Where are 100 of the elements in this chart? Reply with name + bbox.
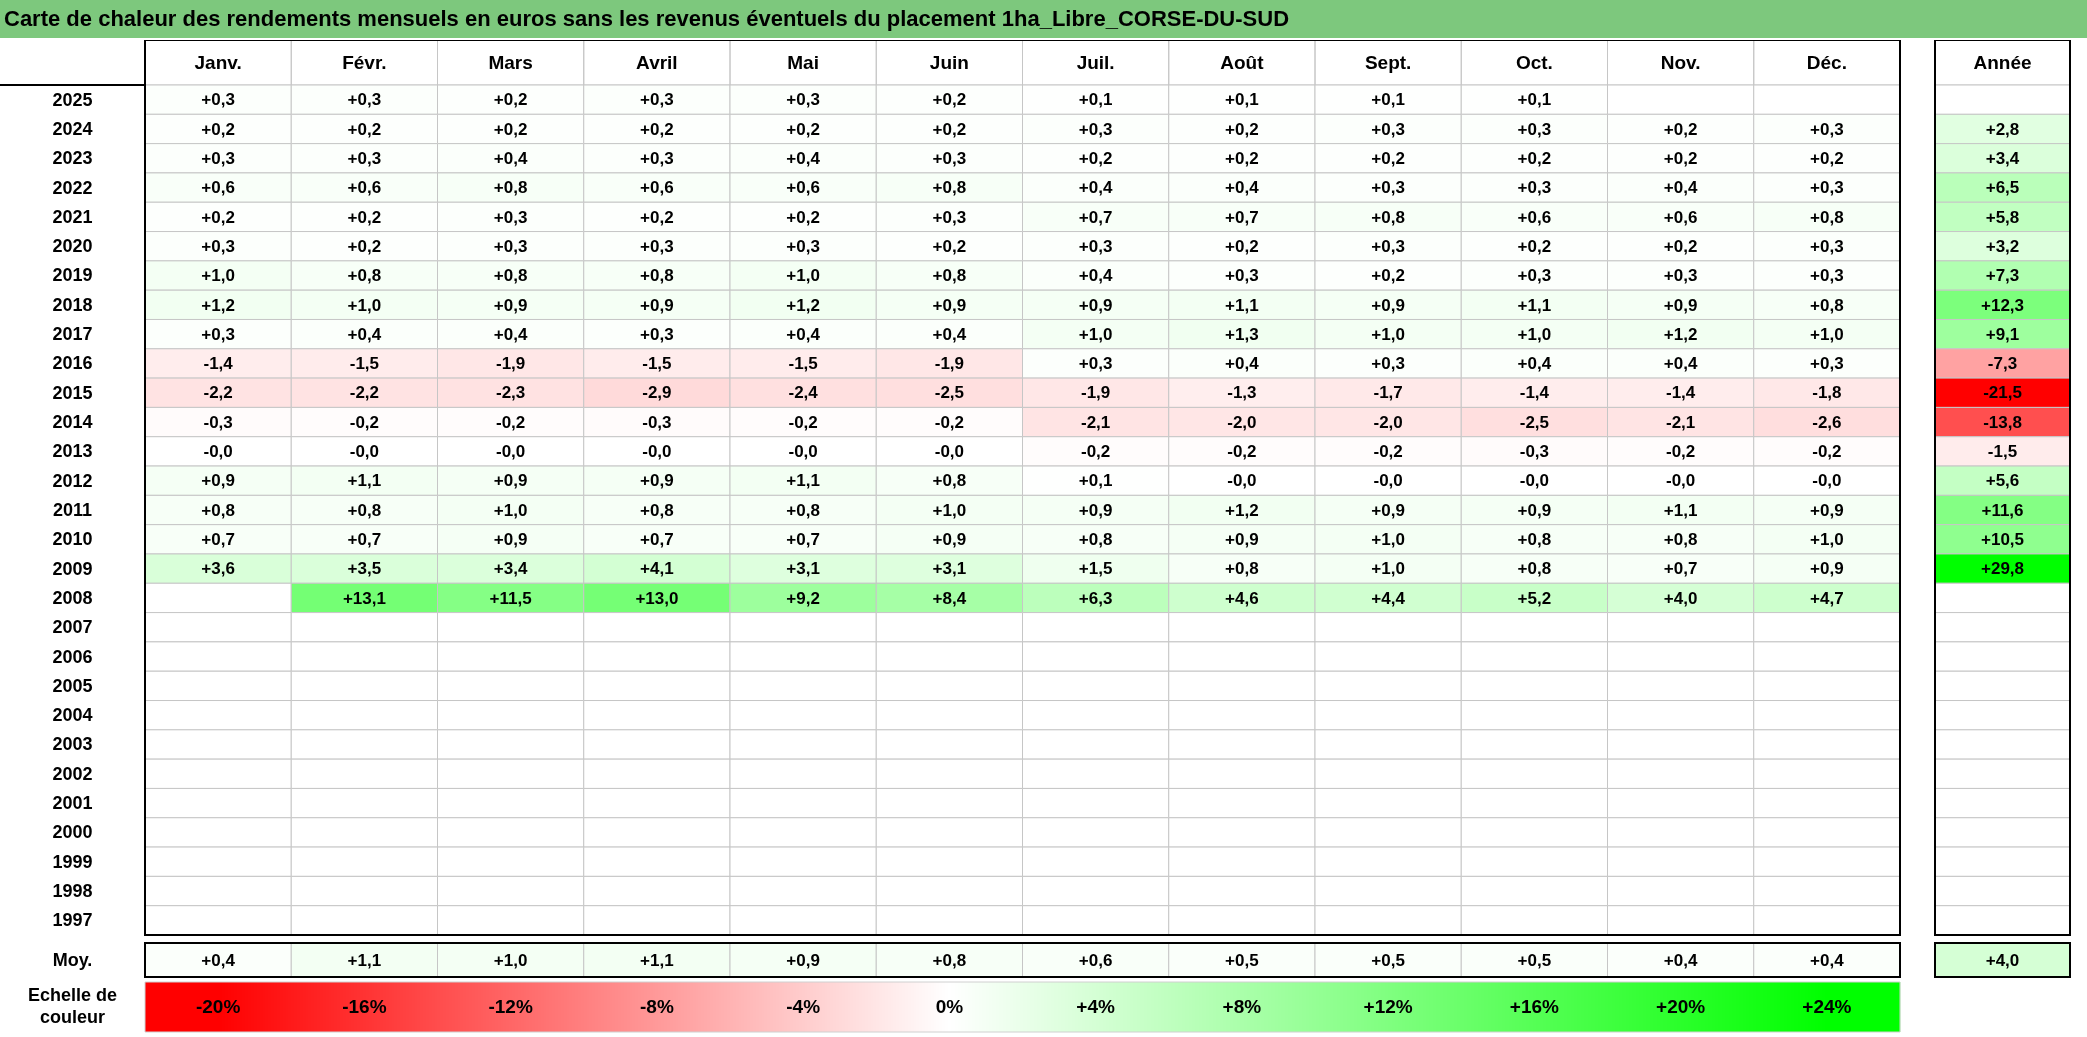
data-label: +0,8 — [493, 178, 528, 198]
data-label: +0,5 — [1371, 950, 1405, 970]
x-tick-label: Nov. — [1660, 51, 1701, 73]
data-label: +0,9 — [1663, 295, 1698, 315]
data-label: +0,3 — [201, 90, 235, 110]
color-bar-label: -4% — [786, 996, 821, 1018]
data-label: +0,2 — [1517, 148, 1552, 168]
data-label: +1,1 — [1517, 295, 1552, 315]
data-label: +3,2 — [1985, 236, 2020, 256]
data-label: +0,8 — [932, 471, 967, 491]
x-tick-label: Mai — [787, 51, 819, 73]
data-label: -0,2 — [788, 412, 818, 432]
data-label: +1,0 — [347, 295, 382, 315]
data-label: -1,4 — [1665, 383, 1696, 403]
y-tick-label: 2013 — [52, 441, 93, 462]
data-label: +0,9 — [932, 530, 967, 549]
data-label: -1,4 — [1519, 383, 1550, 403]
y-tick-label: 2012 — [52, 470, 93, 491]
data-label: +0,3 — [640, 324, 674, 344]
data-label: -0,2 — [1812, 442, 1842, 462]
data-label: +0,7 — [1225, 207, 1259, 227]
data-label: +0,4 — [347, 324, 382, 344]
y-tick-label: 2019 — [52, 265, 93, 286]
data-label: +0,8 — [932, 266, 967, 286]
data-label: +0,4 — [1810, 950, 1845, 970]
data-label: -2,0 — [1373, 412, 1403, 432]
data-label: +0,9 — [932, 295, 967, 315]
data-label: -0,2 — [1080, 442, 1111, 462]
color-bar-title: Echelle de couleur — [27, 984, 118, 1027]
data-label: +1,1 — [347, 471, 382, 491]
data-label: -1,5 — [642, 354, 672, 374]
data-label: +0,9 — [493, 530, 528, 549]
data-label: +0,8 — [1810, 295, 1844, 315]
color-bar-label: +16% — [1509, 996, 1560, 1018]
data-label: +0,1 — [1078, 471, 1113, 491]
y-tick-label: 2009 — [52, 558, 93, 579]
color-bar-label: 0% — [935, 996, 964, 1018]
data-label: +4,0 — [1985, 950, 2020, 970]
data-label: +0,7 — [1078, 207, 1113, 227]
y-tick-label: 2023 — [52, 148, 93, 169]
data-label: +0,3 — [1225, 266, 1259, 286]
data-label: +1,1 — [786, 471, 820, 491]
data-label: -2,1 — [1080, 412, 1111, 432]
data-label: +0,6 — [1663, 207, 1698, 227]
data-label: +0,3 — [1517, 119, 1552, 139]
data-label: -0,2 — [1373, 442, 1403, 462]
x-tick-label: Juin — [929, 51, 969, 73]
data-label: +0,4 — [201, 950, 236, 970]
data-label: +0,2 — [932, 236, 967, 256]
data-label: +0,3 — [1078, 119, 1113, 139]
data-label: +0,1 — [1371, 90, 1405, 110]
data-label: +0,7 — [347, 530, 382, 549]
data-label: +0,8 — [786, 500, 820, 520]
data-label: +0,6 — [786, 178, 820, 198]
data-label: -7,3 — [1987, 354, 2018, 374]
data-label: +0,4 — [932, 324, 967, 344]
data-label: +0,9 — [1078, 500, 1113, 520]
data-label: +1,0 — [1371, 530, 1405, 549]
data-label: +0,8 — [932, 950, 967, 970]
data-label: +0,8 — [201, 500, 235, 520]
data-label: +0,9 — [640, 471, 674, 491]
data-label: -1,9 — [1080, 383, 1111, 403]
data-label: -2,0 — [1227, 412, 1257, 432]
y-tick-label: 1998 — [52, 881, 93, 901]
data-label: +1,2 — [1225, 500, 1259, 520]
y-tick-label: 2003 — [52, 734, 93, 755]
x-tick-label: Sept. — [1364, 51, 1412, 73]
data-label: +0,3 — [640, 90, 674, 110]
data-label: +1,0 — [493, 500, 528, 520]
y-tick-label: 1999 — [52, 851, 93, 872]
y-tick-label: 2022 — [52, 177, 93, 198]
x-tick-label: Avril — [636, 51, 678, 73]
data-label: -2,9 — [642, 383, 672, 403]
data-label: -0,0 — [934, 442, 965, 462]
data-label: +0,6 — [1517, 207, 1552, 227]
y-tick-label: 2008 — [52, 587, 93, 608]
color-bar-label: -12% — [488, 996, 533, 1018]
y-tick-label: 2001 — [52, 793, 93, 814]
data-label: -1,4 — [203, 354, 234, 374]
chart-title: Carte de chaleur des rendements mensuels en euros sans les revenus éventuels du placement 1ha_Libre_CORSE-DU-SUD — [0, 0, 2087, 38]
data-label: +0,3 — [493, 207, 528, 227]
color-bar-label: +12% — [1363, 996, 1413, 1018]
data-label: +4,0 — [1663, 588, 1698, 608]
data-label: +0,2 — [1225, 148, 1259, 168]
data-label: +0,9 — [1225, 530, 1259, 549]
data-label: +1,5 — [1078, 559, 1113, 579]
data-label: +0,3 — [1371, 354, 1405, 374]
data-label: -0,0 — [349, 442, 380, 462]
data-label: +0,2 — [786, 119, 820, 139]
data-label: -0,2 — [1227, 442, 1257, 462]
data-label: +0,2 — [347, 119, 382, 139]
data-label: +0,9 — [640, 295, 674, 315]
data-label: +13,0 — [635, 588, 679, 608]
data-label: -1,5 — [1987, 442, 2018, 462]
color-bar-label: -20% — [195, 996, 241, 1018]
data-label: +0,7 — [640, 530, 674, 549]
data-label: -0,0 — [203, 442, 233, 462]
data-label: -1,8 — [1812, 383, 1842, 403]
data-label: +0,9 — [1810, 500, 1844, 520]
data-label: +1,0 — [201, 266, 235, 286]
